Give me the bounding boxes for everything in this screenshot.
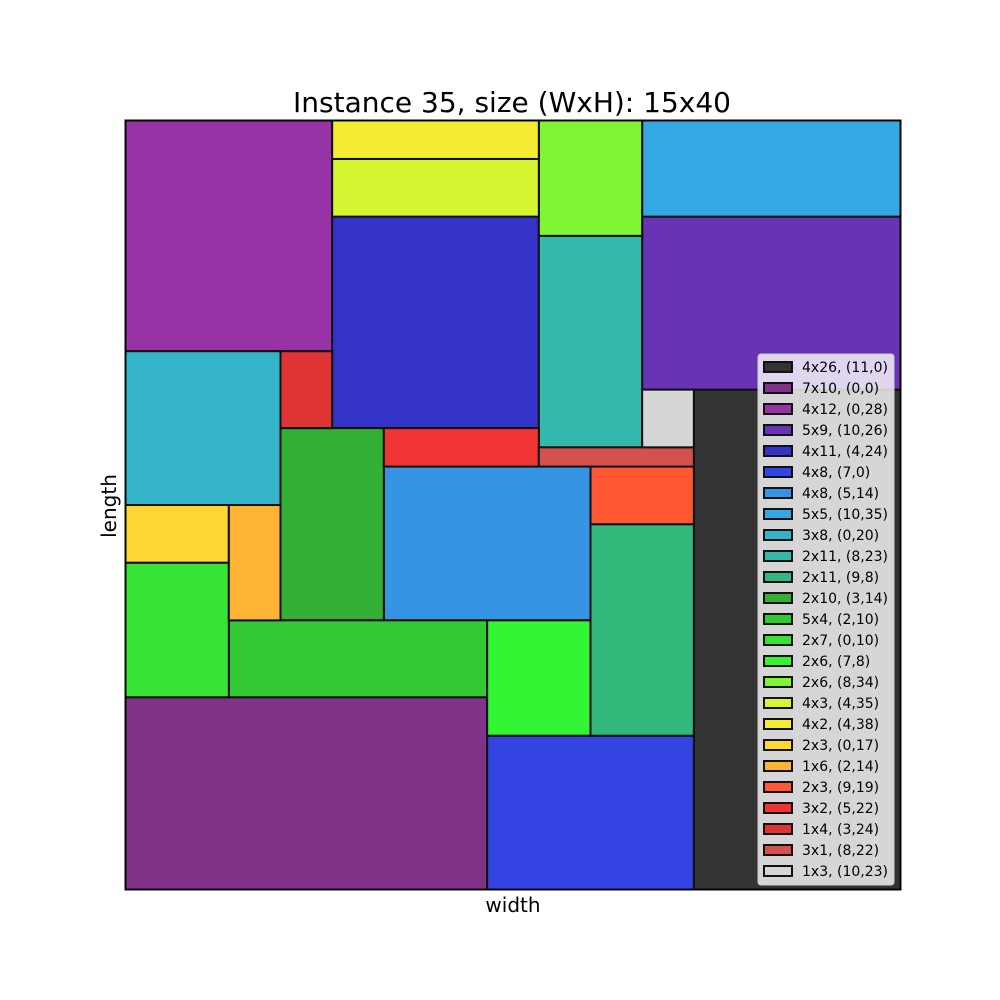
packed-rectangle (589, 523, 695, 737)
chart-title: Instance 35, size (WxH): 15x40 (293, 86, 731, 119)
legend-entry-label: 5x4, (2,10) (802, 612, 879, 628)
legend-entry-label: 4x3, (4,35) (802, 696, 879, 712)
legend-swatch (763, 550, 793, 562)
legend-entry-label: 3x8, (0,20) (802, 528, 879, 544)
legend-entry-label: 4x8, (5,14) (802, 486, 879, 502)
packed-rectangle (382, 427, 540, 468)
legend-swatch (763, 403, 793, 415)
packed-rectangle (331, 215, 540, 430)
legend-entry-label: 7x10, (0,0) (802, 381, 879, 397)
legend-entry-label: 1x6, (2,14) (802, 759, 879, 775)
x-axis-label: width (485, 893, 540, 917)
packed-rectangle (486, 619, 592, 737)
legend-entry-label: 1x4, (3,24) (802, 822, 879, 838)
legend-swatch (763, 802, 793, 814)
plot-area (124, 119, 902, 891)
packed-rectangle (124, 119, 334, 353)
legend-swatch (763, 571, 793, 583)
legend-swatch (763, 781, 793, 793)
legend-swatch (763, 613, 793, 625)
legend-entry-label: 1x3, (10,23) (802, 864, 888, 880)
legend-entry-label: 4x12, (0,28) (802, 402, 888, 418)
packed-rectangle (124, 504, 230, 564)
packed-rectangle (589, 465, 695, 526)
legend-swatch (763, 487, 793, 499)
legend-entry-label: 3x1, (8,22) (802, 843, 879, 859)
packed-rectangle (227, 619, 489, 699)
legend-entry-label: 4x26, (11,0) (802, 360, 888, 376)
legend-background (757, 353, 895, 886)
legend-swatch (763, 655, 793, 667)
packed-rectangle (279, 350, 334, 430)
legend-swatch (763, 592, 793, 604)
legend-swatch (763, 844, 793, 856)
packed-rectangle (331, 119, 540, 160)
legend-swatch (763, 424, 793, 436)
legend-entry-label: 2x3, (9,19) (802, 780, 879, 796)
packed-rectangle (641, 388, 695, 449)
packed-rectangle (537, 234, 644, 449)
legend-swatch (763, 529, 793, 541)
packed-rectangle (124, 350, 282, 507)
legend-entry-label: 4x8, (7,0) (802, 465, 870, 481)
packed-rectangle (382, 465, 592, 622)
packed-rectangle (331, 157, 540, 218)
packed-rectangle (279, 427, 385, 622)
legend-entry-label: 2x11, (8,23) (802, 549, 888, 565)
legend-swatch (763, 445, 793, 457)
packed-rectangle (124, 696, 489, 891)
legend-entry-label: 2x6, (8,34) (802, 675, 879, 691)
packed-rectangle (537, 446, 695, 468)
legend-swatch (763, 718, 793, 730)
packed-rectangle (486, 734, 695, 891)
legend-entry-label: 2x7, (0,10) (802, 633, 879, 649)
packed-rectangle (537, 119, 644, 237)
legend-entry-label: 3x2, (5,22) (802, 801, 879, 817)
legend-swatch (763, 466, 793, 478)
legend-entry-label: 2x6, (7,8) (802, 654, 870, 670)
legend-entry-label: 2x11, (9,8) (802, 570, 879, 586)
legend-entry-label: 2x10, (3,14) (802, 591, 888, 607)
legend-swatch (763, 865, 793, 877)
packed-rectangle (641, 119, 902, 218)
legend-entry-label: 4x2, (4,38) (802, 717, 879, 733)
legend-swatch (763, 361, 793, 373)
legend-swatch (763, 697, 793, 709)
legend-swatch (763, 382, 793, 394)
legend-swatch (763, 676, 793, 688)
legend-swatch (763, 508, 793, 520)
legend: 4x26, (11,0) 7x10, (0,0) 4x12, (0,28) 5x9, … (757, 353, 895, 886)
legend-entry-label: 2x3, (0,17) (802, 738, 879, 754)
legend-swatch (763, 634, 793, 646)
legend-swatch (763, 760, 793, 772)
packed-rectangle (227, 504, 282, 622)
legend-swatch (763, 739, 793, 751)
legend-entry-label: 4x11, (4,24) (802, 444, 888, 460)
packed-rectangle (124, 561, 230, 699)
legend-entry-label: 5x9, (10,26) (802, 423, 888, 439)
legend-entry-label: 5x5, (10,35) (802, 507, 888, 523)
y-axis-label: length (97, 474, 121, 538)
legend-swatch (763, 823, 793, 835)
plot-frame (124, 119, 902, 891)
